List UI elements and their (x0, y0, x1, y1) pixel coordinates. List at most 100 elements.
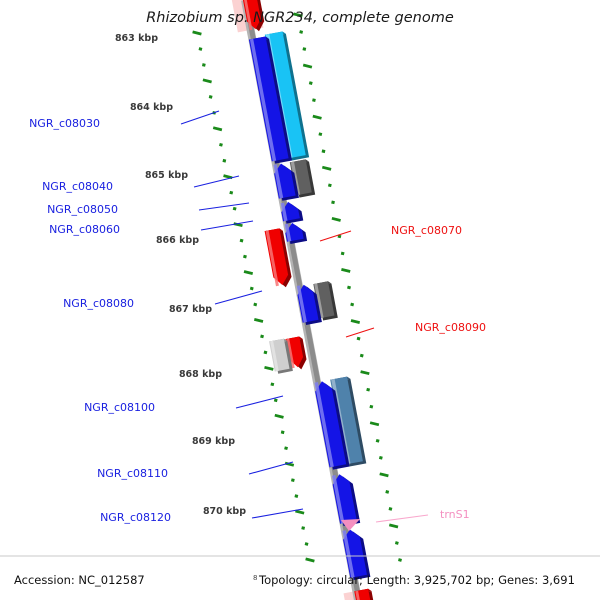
green-tick-right (302, 47, 307, 51)
page-title: Rhizobium sp. NGR234, complete genome (146, 10, 454, 26)
gene-body-face[interactable] (330, 376, 363, 465)
gene-body-highlight (296, 285, 307, 323)
gene-label-NGR_c08060[interactable]: NGR_c08060 (49, 223, 120, 236)
green-tick-right (356, 336, 361, 341)
green-tick-left (223, 174, 233, 180)
gene-feature-gene-c08050-blue[interactable] (273, 163, 300, 201)
gene-body-highlight (249, 38, 277, 162)
gene-body-side (349, 529, 364, 539)
green-tick-left (201, 63, 206, 67)
gene-feature-gene-c08100-blue[interactable] (314, 381, 350, 470)
gene-label-NGR_c08050[interactable]: NGR_c08050 (47, 203, 118, 216)
gene-label-NGR_c08100[interactable]: NGR_c08100 (84, 401, 155, 414)
gene-label-NGR_c08040[interactable]: NGR_c08040 (42, 180, 113, 193)
green-tick-left (208, 95, 213, 99)
green-tick-left (243, 254, 247, 259)
green-tick-right (379, 472, 389, 478)
gene-feature-layer[interactable] (241, 0, 377, 600)
gene-feature-gene-c08080-blue[interactable] (296, 284, 322, 325)
green-tick-left (264, 365, 274, 371)
gene-body-highlight (286, 338, 295, 369)
gene-label-NGR_c08070[interactable]: NGR_c08070 (391, 224, 462, 237)
green-tick-right (394, 541, 399, 545)
leader-line-NGR_c08040 (193, 175, 240, 188)
gene-feature-gene-c08030-blue[interactable] (248, 36, 292, 164)
leader-line-NGR_c08110 (248, 461, 294, 475)
green-tick-right (375, 438, 380, 443)
green-tick-right (385, 490, 390, 494)
green-tick-left (249, 286, 254, 291)
green-tick-right (331, 200, 335, 205)
green-tick-left (222, 158, 227, 163)
leader-line-layer (180, 110, 429, 523)
axis-tick-label-6: 869 kbp (192, 436, 235, 447)
gene-body-highlight (280, 202, 288, 222)
gene-body-face[interactable] (264, 31, 306, 159)
leader-line-NGR_c08030 (180, 110, 220, 125)
green-tick-left (280, 430, 285, 435)
green-tick-left (295, 509, 305, 515)
gene-label-NGR_c08030[interactable]: NGR_c08030 (29, 117, 100, 130)
green-tick-right (347, 285, 351, 290)
green-tick-right (388, 523, 399, 529)
gene-body-face[interactable] (315, 381, 347, 468)
gene-body-side (280, 163, 295, 173)
green-tick-right (360, 370, 370, 376)
gene-body-highlight (342, 530, 355, 578)
leader-line-NGR_c08050 (198, 202, 250, 211)
gene-label-NGR_c08110[interactable]: NGR_c08110 (97, 467, 168, 480)
green-tick-right (378, 455, 383, 460)
gene-body-highlight (314, 382, 334, 468)
gene-label-NGR_c08090[interactable]: NGR_c08090 (415, 321, 486, 334)
green-tick-right (327, 183, 332, 188)
gene-body-side (321, 381, 336, 391)
leader-line-NGR_c08070 (319, 230, 352, 242)
green-tick-left (253, 318, 264, 323)
gene-body-highlight (244, 0, 253, 31)
green-tick-right (321, 165, 332, 171)
gene-body-face[interactable] (332, 474, 357, 524)
leader-line-NGR_c08060 (200, 220, 254, 231)
green-tick-left (198, 47, 203, 51)
gene-label-layer[interactable]: NGR_c08030 NGR_c08040 NGR_c08050 NGR_c08060… (29, 117, 486, 524)
green-tick-left (263, 350, 268, 355)
gene-body-highlight (265, 230, 279, 287)
gene-feature-gene-c08090-gray[interactable] (269, 338, 293, 374)
green-tick-right (312, 98, 316, 102)
gene-feature-gene-top-red[interactable] (241, 0, 265, 32)
leader-line-NGR_c08080 (214, 290, 263, 305)
green-tick-left (301, 526, 306, 530)
green-tick-left (192, 30, 202, 36)
gene-feature-gene-c08110-blue[interactable] (332, 474, 361, 526)
green-tick-right (340, 251, 345, 256)
gene-feature-gene-bottom-red[interactable] (354, 588, 376, 600)
gene-body-face[interactable] (248, 36, 289, 162)
gene-feature-gene-c08065-blue[interactable] (284, 222, 308, 244)
green-tick-left (260, 334, 264, 339)
gene-label-NGR_c08080[interactable]: NGR_c08080 (63, 297, 134, 310)
axis-tick-label-2: 865 kbp (145, 170, 188, 181)
green-tick-right (308, 81, 313, 85)
green-tick-left (304, 542, 309, 546)
green-tick-right (369, 404, 374, 409)
trna-marker-arrow[interactable] (341, 519, 360, 531)
green-tick-left (212, 126, 223, 132)
green-tick-right (318, 132, 323, 137)
gene-label-trnS1[interactable]: trnS1 (440, 508, 470, 521)
axis-tick-label-7: 870 kbp (203, 506, 246, 517)
gene-body-highlight (355, 590, 360, 600)
green-tick-left (232, 206, 237, 211)
gene-body-highlight (332, 475, 345, 524)
green-tick-right (350, 302, 355, 307)
axis-tick-label-4: 867 kbp (169, 304, 212, 315)
green-tick-right (293, 12, 303, 18)
green-tick-left (284, 446, 288, 451)
gene-feature-gene-c08060-blue[interactable] (280, 201, 304, 224)
gene-feature-gene-c08070-red[interactable] (264, 228, 292, 288)
leader-line-NGR_c08090 (345, 327, 375, 338)
green-tick-right (388, 507, 393, 511)
green-tick-right (299, 30, 304, 34)
green-tick-left (274, 413, 284, 419)
gene-label-NGR_c08120[interactable]: NGR_c08120 (100, 511, 171, 524)
